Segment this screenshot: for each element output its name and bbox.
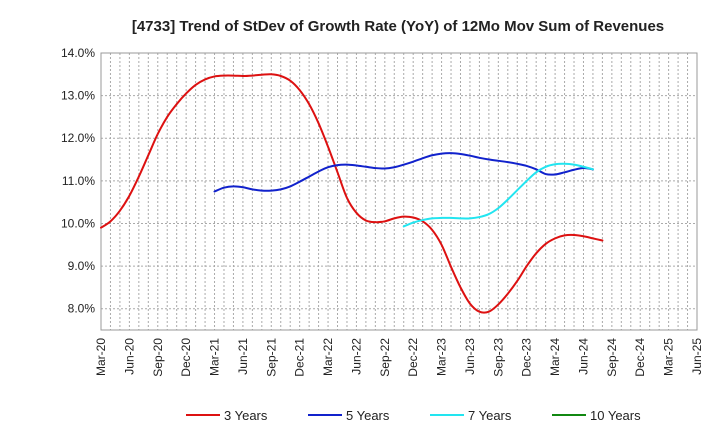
x-tick-label: Jun-24	[576, 338, 590, 375]
legend-label-7-years: 7 Years	[468, 408, 512, 423]
x-tick-label: Jun-25	[690, 338, 704, 375]
x-tick-label: Sep-20	[151, 338, 165, 377]
series-line-5-years	[213, 152, 594, 193]
plot-area-frame	[100, 52, 698, 331]
y-tick-label: 11.0%	[62, 174, 95, 188]
y-tick-label: 10.0%	[61, 216, 95, 230]
x-tick-label: Mar-24	[548, 338, 562, 376]
y-tick-label: 14.0%	[61, 46, 95, 60]
chart-title: [4733] Trend of StDev of Growth Rate (Yo…	[132, 18, 664, 35]
x-tick-label: Mar-23	[435, 338, 449, 376]
legend: 3 Years 5 Years 7 Years 10 Years	[186, 408, 641, 423]
y-tick-label: 12.0%	[61, 131, 95, 145]
x-tick-label: Mar-20	[94, 338, 108, 376]
x-tick-label: Mar-22	[321, 338, 335, 376]
y-tick-label: 13.0%	[61, 89, 95, 103]
x-tick-label: Dec-22	[406, 338, 420, 377]
x-tick-label: Jun-22	[349, 338, 363, 375]
x-tick-label: Dec-24	[633, 338, 647, 377]
x-tick-label: Jun-23	[463, 338, 477, 375]
x-tick-label: Sep-24	[605, 338, 619, 377]
x-tick-label: Mar-21	[208, 338, 222, 376]
x-tick-label: Mar-25	[662, 338, 676, 376]
series-line-3-years	[100, 73, 604, 314]
y-tick-label: 9.0%	[68, 259, 96, 273]
x-tick-label: Sep-23	[491, 338, 505, 377]
x-axis: Mar-20 Jun-20 Sep-20 Dec-20 Mar-21 Jun-21 Sep-…	[94, 338, 704, 377]
x-tick-label: Dec-23	[520, 338, 534, 377]
x-tick-label: Sep-21	[264, 338, 278, 377]
x-tick-label: Dec-21	[293, 338, 307, 377]
x-tick-label: Jun-21	[236, 338, 250, 375]
y-tick-label: 8.0%	[68, 302, 96, 316]
y-axis: 8.0% 9.0% 10.0% 11.0% 12.0% 13.0% 14.0%	[61, 46, 95, 316]
series-line-7-years	[402, 162, 594, 228]
x-tick-label: Dec-20	[179, 338, 193, 377]
legend-label-5-years: 5 Years	[346, 408, 390, 423]
series-lines	[100, 73, 604, 314]
legend-label-3-years: 3 Years	[224, 408, 268, 423]
grid	[101, 52, 697, 330]
legend-label-10-years: 10 Years	[590, 408, 641, 423]
x-tick-label: Jun-20	[122, 338, 136, 375]
x-tick-label: Sep-22	[378, 338, 392, 377]
